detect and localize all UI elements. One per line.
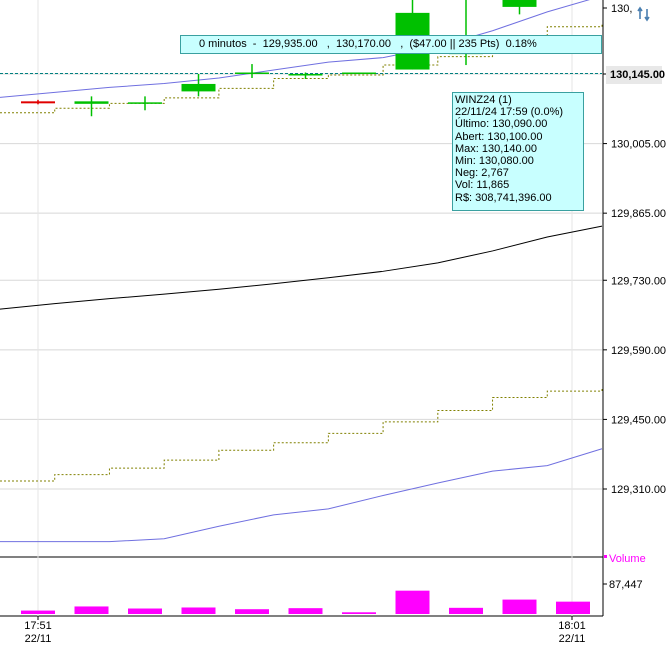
tooltip-last: Último: 130,090.00 — [455, 118, 548, 131]
volume-bar — [235, 609, 269, 614]
volume-bar — [74, 606, 109, 614]
tooltip-trades: Neg: 2,767 — [455, 167, 509, 180]
volume-bar — [342, 612, 376, 614]
tooltip-title: WINZ24 (1) — [455, 94, 512, 106]
candle-tooltip: WINZ24 (1) 22/11/24 17:59 (0.0%) Último:… — [452, 92, 584, 211]
price-tick-label: 129,310.00 — [611, 484, 666, 496]
scale-toggle-icon[interactable] — [632, 2, 656, 26]
tooltip-max: Max: 130,140.00 — [455, 142, 537, 155]
candle-body — [21, 101, 55, 104]
candle-body — [181, 83, 216, 92]
volume-bar — [181, 607, 216, 614]
volume-marker — [604, 555, 607, 558]
price-tick-label-top: 130, — [611, 3, 632, 15]
time-tick-label: 18:01 — [558, 620, 586, 632]
volume-tick-label: 87,447 — [609, 579, 643, 591]
price-tick-label: 130,005.00 — [611, 139, 666, 151]
volume-axis-label: Volume — [609, 553, 646, 565]
tooltip-financial: R$: 308,741,396.00 — [455, 191, 552, 204]
lower-band-line — [0, 448, 603, 543]
upper-band-line — [0, 0, 590, 98]
candle-body — [288, 74, 323, 76]
price-tick-label: 129,730.00 — [611, 275, 666, 287]
date-tick-label: 22/11 — [25, 633, 52, 645]
volume-bar — [288, 608, 323, 614]
candle-body — [235, 72, 269, 75]
time-tick-label: 17:51 — [24, 620, 52, 632]
price-tick-label: 129,865.00 — [611, 208, 666, 220]
lower-step-line — [0, 388, 603, 482]
tooltip-open: Abert: 130,100.00 — [455, 130, 543, 143]
tooltip-volume: Vol: 11,865 — [455, 179, 510, 192]
volume-bar — [395, 590, 430, 614]
tooltip-datetime: 22/11/24 17:59 (0.0%) — [455, 106, 564, 119]
candle-body — [128, 102, 162, 104]
current-price-tag: 130,145.00 — [606, 66, 665, 84]
candle-body — [502, 0, 537, 7]
volume-bar — [449, 607, 483, 614]
measurement-readout: 0 minutos - 129,935.00 , 130,170.00 , ($… — [180, 35, 602, 54]
candle-body — [74, 101, 109, 104]
price-tick-label: 129,590.00 — [611, 345, 666, 357]
volume-bar — [556, 601, 590, 614]
volume-bar — [128, 608, 162, 614]
tooltip-min: Min: 130,080.00 — [455, 155, 534, 168]
date-tick-label: 22/11 — [559, 633, 586, 645]
volume-bar — [502, 599, 537, 614]
upper-step-line — [0, 23, 603, 114]
middle-average-line — [0, 225, 603, 310]
candle-body — [342, 72, 376, 75]
price-tick-label: 129,450.00 — [611, 414, 666, 426]
volume-bar — [21, 610, 55, 614]
